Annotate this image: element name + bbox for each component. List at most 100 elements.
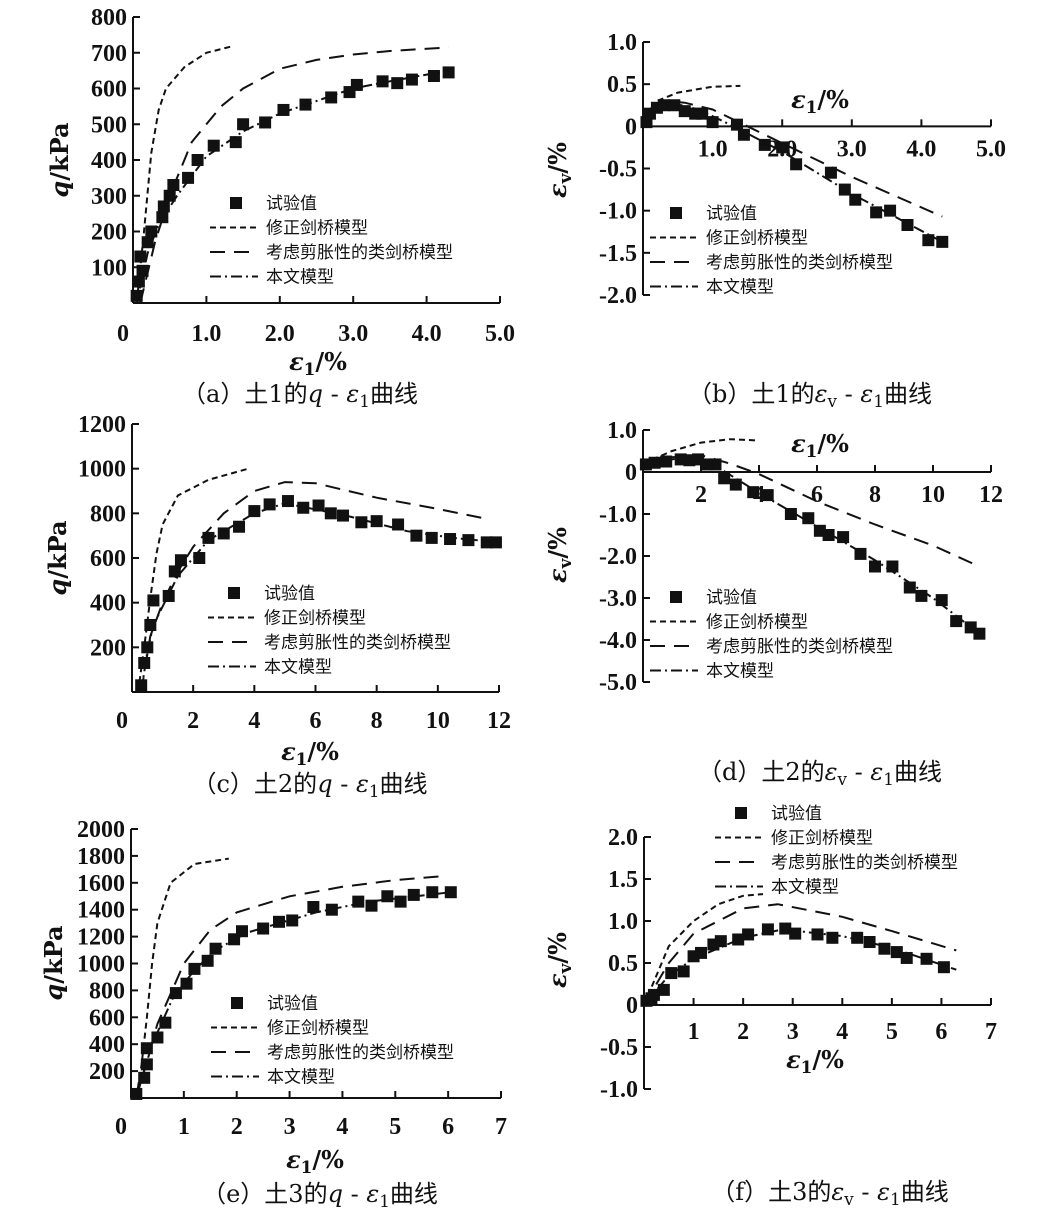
- data-point-marker: [263, 498, 276, 511]
- x-tick-label: 12: [979, 482, 1003, 508]
- series-line-long-dash: [643, 903, 957, 1006]
- y-tick-label: 0: [625, 114, 637, 140]
- legend-label: 试验值: [771, 804, 822, 824]
- text-run: -: [323, 380, 346, 408]
- y-tick-label: 0.5: [608, 951, 638, 977]
- legend-label: 试验值: [706, 204, 757, 224]
- legend-label: 考虑剪胀性的类剑桥模型: [267, 1043, 454, 1063]
- legend-label: 试验值: [267, 994, 318, 1014]
- legend-label: 修正剑桥模型: [706, 613, 808, 633]
- data-point-marker: [784, 508, 797, 520]
- data-point-marker: [391, 77, 404, 90]
- italic-symbol: q: [317, 770, 332, 798]
- subscript: 1: [369, 781, 380, 801]
- x-axis-label: ε1/%: [791, 429, 849, 461]
- y-tick-label: 1800: [77, 844, 125, 870]
- legend-marker-square: [670, 591, 682, 603]
- data-point-marker: [138, 1071, 151, 1084]
- data-point-marker: [174, 554, 187, 567]
- y-tick-label: 1.5: [608, 867, 638, 893]
- series-line-dash-dot: [642, 456, 981, 635]
- x-tick-label: 4: [836, 1019, 848, 1045]
- x-tick-label: 4.0: [906, 136, 936, 162]
- data-point-marker: [286, 914, 299, 927]
- data-point-marker: [325, 91, 338, 104]
- y-axis-label: q/kPa: [45, 122, 74, 197]
- data-point-marker: [915, 589, 928, 602]
- legend-label: 本文模型: [771, 878, 839, 898]
- epsilon-symbol: ε: [286, 1145, 301, 1174]
- y-tick-label: 300: [91, 184, 127, 210]
- chart-panel-d: 246810121.00-1.0-2.0-3.0-4.0-5.0试验值修正剑桥模…: [543, 418, 1003, 789]
- italic-symbol: q: [43, 579, 72, 596]
- x-tick-label: 2: [187, 708, 199, 734]
- data-point-marker: [480, 536, 493, 549]
- y-tick-label: 200: [91, 220, 127, 246]
- series-line-short-dash: [643, 893, 764, 1006]
- y-tick-label: 1.0: [608, 909, 638, 935]
- x-tick-label: 5.0: [485, 321, 515, 347]
- text-run: （a）土1的: [182, 380, 308, 408]
- y-tick-label: 1000: [77, 952, 125, 978]
- y-tick-label: -1.5: [599, 241, 637, 267]
- data-point-marker: [381, 890, 394, 903]
- data-point-marker: [442, 66, 455, 79]
- subscript: 1: [379, 1191, 390, 1211]
- legend-label: 考虑剪胀性的类剑桥模型: [266, 243, 453, 263]
- chart-panel-b: 1.02.03.04.05.01.00.50-0.5-1.0-1.5-2.0试验…: [543, 30, 1006, 411]
- series-line-dash-dot: [135, 891, 451, 1099]
- data-point-marker: [237, 118, 250, 131]
- data-point-marker: [365, 899, 378, 912]
- x-tick-label: 10: [921, 482, 945, 508]
- legend-label: 试验值: [706, 588, 757, 608]
- x-tick-label: 5: [886, 1019, 898, 1045]
- series-line-long-dash: [140, 481, 487, 693]
- y-tick-label: 800: [90, 501, 126, 527]
- data-point-marker: [151, 1031, 164, 1044]
- x-tick-label: 2: [737, 1019, 749, 1045]
- data-point-marker: [824, 166, 837, 179]
- series-experimental: [640, 99, 949, 248]
- y-axis-label: q/kPa: [43, 520, 72, 595]
- y-tick-label: 1000: [78, 457, 126, 483]
- data-point-marker: [837, 531, 850, 544]
- epsilon-symbol: ε: [289, 347, 304, 376]
- x-axis-label: ε1/%: [791, 85, 849, 117]
- data-point-marker: [312, 499, 325, 512]
- y-tick-label: 600: [91, 77, 127, 103]
- subscript: v: [837, 769, 848, 789]
- y-axis-label: εv/%: [543, 932, 575, 988]
- subscript: 1: [359, 391, 370, 411]
- y-axis-label: εv/%: [543, 142, 575, 198]
- data-point-marker: [207, 139, 220, 152]
- data-point-marker: [337, 509, 350, 522]
- data-point-marker: [145, 225, 158, 238]
- data-point-marker: [233, 520, 246, 533]
- data-point-marker: [714, 935, 727, 948]
- data-point-marker: [202, 531, 215, 544]
- y-tick-label: 500: [91, 112, 127, 138]
- data-point-marker: [355, 516, 368, 529]
- text-run: 曲线: [894, 758, 942, 786]
- legend-label: 本文模型: [264, 658, 332, 678]
- data-point-marker: [209, 942, 222, 955]
- text-run: /%: [817, 429, 849, 458]
- data-point-marker: [236, 925, 248, 938]
- y-tick-label: 200: [90, 635, 126, 661]
- legend-label: 本文模型: [267, 1068, 335, 1088]
- y-tick-label: 1400: [77, 898, 125, 924]
- data-point-marker: [869, 560, 881, 573]
- y-axis-label: εv/%: [543, 527, 575, 583]
- data-point-marker: [884, 204, 897, 217]
- data-point-marker: [182, 171, 195, 184]
- y-tick-label: 200: [89, 1059, 125, 1085]
- y-tick-label: 400: [89, 1032, 125, 1058]
- chart-panel-a: 0 1.0 2.0 3.0 4.0 5.0 100 200 300 400 500 600 700 800…: [45, 5, 515, 411]
- x-tick-label: 10: [426, 708, 450, 734]
- data-point-marker: [709, 458, 722, 471]
- text-run: /%: [543, 142, 572, 174]
- text-run: /%: [315, 347, 347, 376]
- panel-caption: （a）土1的q - ε1曲线: [182, 380, 418, 411]
- panel-caption: （d）土2的εv - ε1曲线: [698, 758, 942, 789]
